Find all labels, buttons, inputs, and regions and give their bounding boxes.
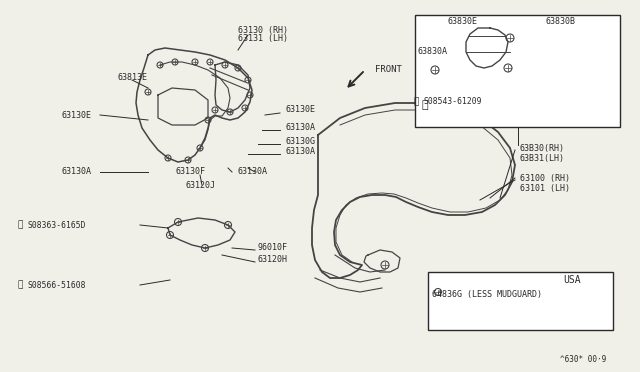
Text: 63131 (LH): 63131 (LH) bbox=[238, 35, 288, 44]
Text: 63130 (RH): 63130 (RH) bbox=[238, 26, 288, 35]
Text: Ⓢ: Ⓢ bbox=[17, 280, 22, 289]
Text: S08363-6165D: S08363-6165D bbox=[28, 221, 86, 230]
Text: 63130E: 63130E bbox=[62, 110, 92, 119]
Text: 63830B: 63830B bbox=[545, 17, 575, 26]
Text: S08543-61209: S08543-61209 bbox=[424, 97, 483, 106]
Text: 63120H: 63120H bbox=[258, 256, 288, 264]
Text: Ⓢ: Ⓢ bbox=[413, 97, 419, 106]
Text: 63130A: 63130A bbox=[62, 167, 92, 176]
Text: ^630* 00·9: ^630* 00·9 bbox=[560, 356, 606, 365]
Text: 63101 (LH): 63101 (LH) bbox=[520, 183, 570, 192]
Text: 63100 (RH): 63100 (RH) bbox=[520, 173, 570, 183]
Text: 63120J: 63120J bbox=[185, 180, 215, 189]
Text: 63B31(LH): 63B31(LH) bbox=[520, 154, 565, 163]
Bar bbox=[415, 15, 620, 127]
Text: S08566-51608: S08566-51608 bbox=[28, 280, 86, 289]
Text: Ⓢ: Ⓢ bbox=[422, 100, 428, 110]
Text: 96010F: 96010F bbox=[258, 244, 288, 253]
Text: 63130G: 63130G bbox=[285, 138, 315, 147]
Text: 63B30(RH): 63B30(RH) bbox=[520, 144, 565, 153]
Text: 63130F: 63130F bbox=[175, 167, 205, 176]
Text: 63130A: 63130A bbox=[285, 148, 315, 157]
Text: 63830E: 63830E bbox=[448, 17, 478, 26]
Text: 63130A: 63130A bbox=[238, 167, 268, 176]
Text: Ⓢ: Ⓢ bbox=[17, 221, 22, 230]
Bar bbox=[428, 272, 613, 330]
Text: 63830A: 63830A bbox=[418, 48, 448, 57]
Text: 64836G (LESS MUDGUARD): 64836G (LESS MUDGUARD) bbox=[432, 291, 542, 299]
Text: 63130E: 63130E bbox=[285, 106, 315, 115]
Text: USA: USA bbox=[563, 275, 581, 285]
Text: 63813E: 63813E bbox=[118, 74, 148, 83]
Text: 63130A: 63130A bbox=[285, 124, 315, 132]
Text: FRONT: FRONT bbox=[375, 65, 402, 74]
